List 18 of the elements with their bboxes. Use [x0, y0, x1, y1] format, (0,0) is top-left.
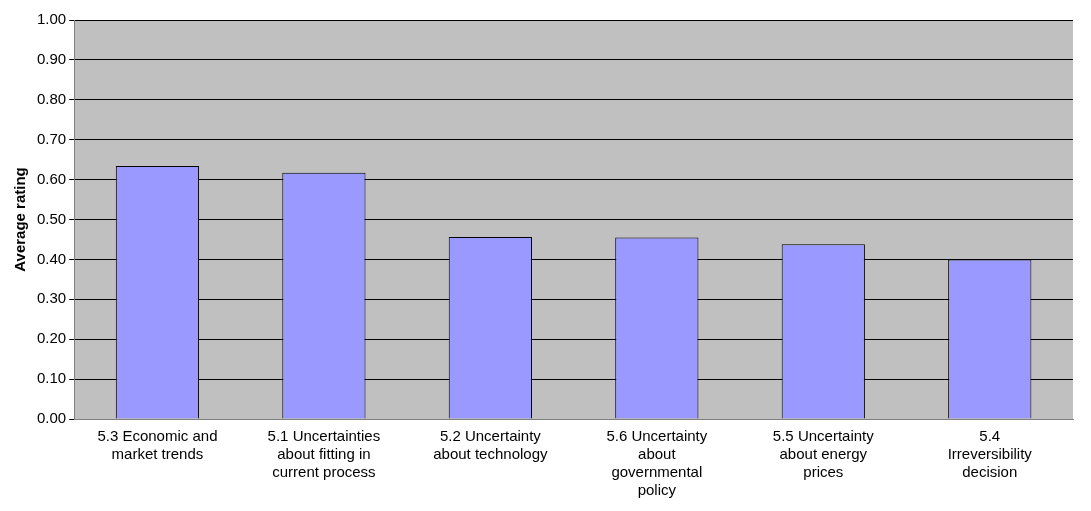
y-tick-label: 0.90 [36, 50, 67, 68]
y-tick-label: 0.20 [36, 329, 67, 347]
x-tick-label: 5.5 Uncertainty about energy prices [772, 427, 875, 481]
y-tick-label: 0.80 [36, 89, 67, 107]
x-tick-label: 5.6 Uncertainty about governmental policy [606, 427, 708, 499]
y-tick-label: 1.00 [36, 10, 67, 28]
x-tick-label: 5.4 Irreversibility decision [947, 427, 1033, 481]
x-tick-label: 5.2 Uncertainty about technology [433, 427, 548, 463]
y-tick-label: 0.50 [36, 209, 67, 227]
y-tick-label: 0.60 [36, 169, 67, 187]
y-tick-label: 0.70 [36, 129, 67, 147]
y-tick-label: 0.10 [36, 369, 67, 387]
x-tick-label: 5.1 Uncertainties about fitting in current process [267, 427, 381, 481]
y-tick-label: 0.30 [36, 289, 67, 307]
x-tick-label: 5.3 Economic and market trends [97, 427, 218, 463]
y-tick-label: 0.00 [36, 409, 67, 427]
y-tick-label: 0.40 [36, 249, 67, 267]
y-axis-title: Average rating [11, 167, 29, 272]
